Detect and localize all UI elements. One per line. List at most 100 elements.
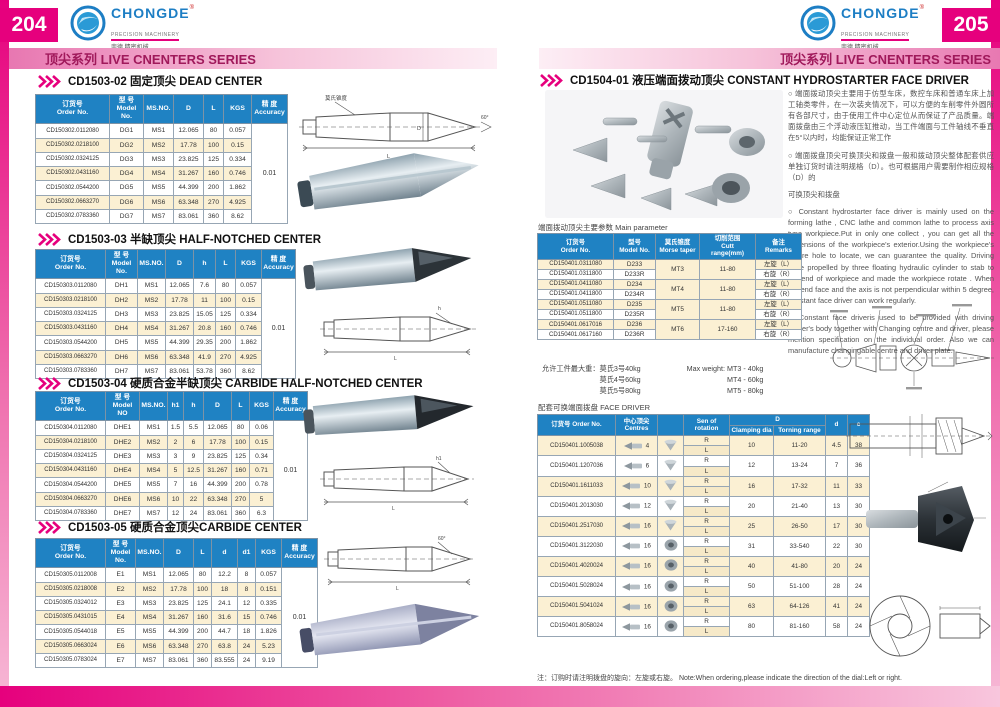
table-cell: 63.348 bbox=[173, 194, 204, 210]
table-cell: 10 bbox=[167, 491, 184, 507]
column-header: d bbox=[211, 537, 238, 569]
table-cell: CD150401.0311080 bbox=[537, 259, 614, 271]
table-cell: MS2 bbox=[139, 434, 168, 450]
driver-ring-icon bbox=[664, 539, 677, 551]
table-row: CD150303.0431160 DH4 MS4 31.267 20.8 160 0.746 bbox=[35, 321, 296, 337]
table-cell: E6 bbox=[105, 638, 136, 654]
max-weight-zh: 允许工件最大重： 莫氏3号40kg 莫氏4号60kg 莫氏5号80kg bbox=[542, 363, 641, 396]
column-header: d bbox=[825, 413, 848, 437]
clamping-dia-cell: 40 bbox=[729, 555, 774, 578]
d-cell: 22 bbox=[825, 535, 848, 557]
column-header: Sen of rotation bbox=[683, 413, 730, 437]
column-header: D bbox=[163, 537, 194, 569]
table-cell: 80 bbox=[193, 567, 212, 583]
table-cell: 80 bbox=[203, 123, 224, 139]
table-cell: CD150302.0544200 bbox=[35, 180, 110, 196]
torning-range-cell: 13-24 bbox=[773, 455, 826, 477]
table-header: 订货号 Order No. 型 号 Model NO MS.NO. h1 h D L KGS 精… bbox=[35, 390, 308, 422]
table-row: CD150401.1207036 6 R 12 13-24 7 36 bbox=[537, 455, 870, 477]
column-header: 莫氏锥度 Morse taper bbox=[655, 232, 700, 261]
driver-photo-cell bbox=[657, 515, 684, 537]
table-cell: MS1 bbox=[137, 278, 166, 294]
section-heading-dead-center: CD1503-02 固定顶尖 DEAD CENTER bbox=[38, 73, 262, 89]
table-cell: CD150305.0218008 bbox=[35, 581, 106, 597]
table-cell: MS6 bbox=[135, 638, 164, 654]
order-no-cell: CD150401.8058024 bbox=[537, 616, 616, 638]
table-cell: 0.15 bbox=[249, 434, 274, 450]
table-cell: 8.62 bbox=[223, 208, 252, 225]
table-cell: 24.1 bbox=[211, 595, 238, 612]
table-cell: 125 bbox=[231, 448, 250, 465]
table-cell: 80 bbox=[231, 420, 250, 436]
centres-cell: 16 bbox=[615, 515, 658, 537]
face-driver-caption: 配套可换端面拨盘 FACE DRIVER bbox=[538, 403, 651, 412]
table-cell: 44.7 bbox=[211, 624, 238, 640]
table-cell: 0.334 bbox=[223, 151, 252, 168]
clamping-dia-cell: 12 bbox=[729, 455, 774, 477]
driver-photo-cell bbox=[657, 596, 684, 618]
table-cell: DH2 bbox=[105, 292, 138, 308]
max-weight-en-label: Max weight: bbox=[686, 364, 728, 373]
main-parameter-caption: 端面拨动顶尖主要参数 Main parameter bbox=[538, 223, 668, 232]
main-parameter-table: 订货号 Order No. 型号 Model No. 莫氏锥度 Morse tape… bbox=[537, 232, 802, 341]
centre-size: 12 bbox=[643, 502, 651, 510]
driver-plate-photo bbox=[866, 481, 986, 552]
table-cell: 0.057 bbox=[255, 567, 282, 583]
d-cell: 13 bbox=[825, 495, 848, 517]
table-cell: DG4 bbox=[109, 166, 144, 182]
centre-size: 16 bbox=[643, 623, 651, 631]
remarks-cell: 左旋（L） bbox=[755, 259, 802, 271]
c-cell: 24 bbox=[847, 596, 870, 618]
d-cell: 4.5 bbox=[825, 435, 848, 457]
centre-size: 4 bbox=[645, 442, 650, 450]
clamping-dia-cell: 16 bbox=[729, 475, 774, 497]
table-cell: CD150305.0431015 bbox=[35, 610, 106, 626]
driver-photo-cell bbox=[657, 495, 684, 517]
table-cell: E2 bbox=[105, 581, 136, 597]
column-header: D bbox=[729, 414, 826, 426]
centre-size: 16 bbox=[643, 603, 651, 611]
centre-size: 10 bbox=[643, 482, 651, 490]
table-cell: 200 bbox=[193, 624, 212, 640]
table-row: CD150401.2517030 16 R 25 26-50 17 30 bbox=[537, 515, 870, 537]
spec-table: 订货号 Order No. 型 号 Model NO MS.NO. h1 h D L KGS 精… bbox=[35, 390, 308, 522]
c-cell: 30 bbox=[847, 515, 870, 537]
morse-taper-cell: MT4 bbox=[655, 279, 700, 301]
half-notched-center-drawing: h L bbox=[320, 306, 476, 362]
table-cell: CD150303.0112080 bbox=[35, 278, 106, 294]
table-cell: DG1 bbox=[109, 123, 144, 139]
table-cell: 11 bbox=[193, 292, 216, 308]
table-cell: 24 bbox=[237, 652, 256, 669]
torning-range-cell: 41-80 bbox=[773, 555, 826, 578]
table-cell: 63.348 bbox=[165, 349, 194, 365]
column-header: L bbox=[203, 93, 224, 125]
table-cell: DG6 bbox=[109, 194, 144, 210]
table-cell: DHE4 bbox=[105, 463, 140, 479]
section-title: CD1503-05 硬质合金顶尖CARBIDE CENTER bbox=[68, 522, 302, 534]
description-paragraph: ○ 端面拨盘顶尖可换顶尖和拨盘一般和拨动顶尖整体配套供应单独订货时请注明规格（D… bbox=[788, 150, 994, 182]
table-cell: D234R bbox=[613, 289, 656, 301]
torning-range-cell: 81-160 bbox=[773, 616, 826, 638]
table-cell: 125 bbox=[215, 306, 236, 323]
table-cell: 44.399 bbox=[173, 180, 204, 196]
column-header: 订货号 Order No. bbox=[537, 413, 616, 437]
c-cell: 24 bbox=[847, 555, 870, 578]
table-cell: CD150401.0511800 bbox=[537, 309, 614, 321]
table-cell: MS3 bbox=[135, 595, 164, 612]
section-title: CD1503-02 固定顶尖 DEAD CENTER bbox=[68, 76, 263, 88]
d-cell: 20 bbox=[825, 555, 848, 578]
brand-logo: CHONGDE® PRECISION MACHINERY 崇德 精密机械 bbox=[70, 5, 194, 51]
chevrons-icon bbox=[38, 376, 61, 390]
table-cell: MS5 bbox=[143, 180, 174, 196]
table-cell: D236 bbox=[613, 319, 656, 331]
table-cell: MS1 bbox=[143, 123, 174, 139]
torning-range-cell: 26-50 bbox=[773, 515, 826, 537]
column-header: 精 度 Accuracy bbox=[273, 390, 308, 422]
table-cell: DHE1 bbox=[105, 420, 140, 436]
face-driver-table: 订货号 Order No. 中心顶尖 Centres Sen of rotation… bbox=[537, 413, 870, 638]
table-row: CD150302.0324125 DG3 MS3 23.825 125 0.334 bbox=[35, 151, 288, 168]
column-header: MS.NO. bbox=[139, 390, 168, 422]
